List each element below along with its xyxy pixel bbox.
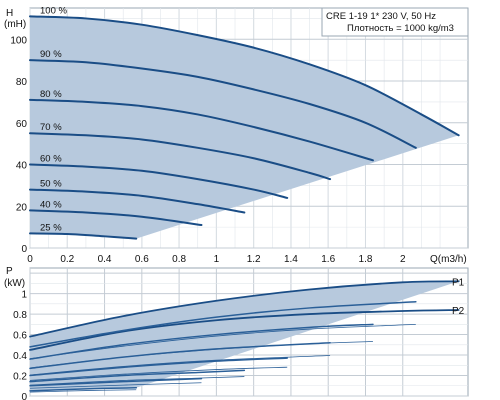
flow-tick-label: 0 — [27, 254, 33, 265]
flow-tick-label: 1.4 — [284, 254, 298, 265]
power-axis-unit: (kW) — [4, 278, 25, 289]
flow-tick-label: 0.4 — [98, 254, 112, 265]
power-curve-p2-60 — [29, 366, 288, 381]
head-curve-25 — [29, 232, 138, 240]
head-curve-labels: 100 % 90 % 80 % 70 % 60 % 50 % 40 % 25 % — [40, 5, 67, 233]
head-curve-label-25: 25 % — [40, 222, 62, 233]
power-curve-80 — [29, 323, 374, 360]
head-curves — [29, 15, 460, 240]
head-curve-panel: 100 % 90 % 80 % 70 % 60 % 50 % 40 % 25 % 0 0.2 0.… — [4, 5, 469, 265]
head-curve-70 — [29, 132, 332, 181]
power-curve-25 — [29, 387, 137, 392]
power-y-tick-labels: 0 0.2 0.4 0.6 0.8 1 — [13, 290, 27, 400]
power-tick-label: 0.6 — [13, 331, 27, 342]
head-x-tick-labels: 0 0.2 0.4 0.6 0.8 1 1.2 1.4 1.6 1.8 2 — [27, 254, 406, 265]
power-curve-50 — [29, 369, 246, 383]
info-box: CRE 1-19 1* 230 V, 50 Hz Плотность = 100… — [321, 7, 469, 37]
head-curve-label-80: 80 % — [40, 89, 62, 100]
head-axis-title: H — [6, 8, 13, 19]
power-tick-label: 1 — [21, 290, 27, 301]
power-curve-40 — [29, 377, 203, 387]
info-box-frame — [321, 7, 469, 37]
power-series-labels: P1 P2 — [452, 277, 465, 317]
power-axis-title: P — [6, 266, 13, 277]
head-axis-unit: (mH) — [4, 19, 26, 30]
flow-axis-title: Q(m3/h) — [430, 254, 467, 265]
head-tick-label: 0 — [21, 244, 27, 255]
power-operating-envelope — [30, 281, 459, 391]
flow-tick-label: 0.6 — [135, 254, 149, 265]
power-series-label-p2: P2 — [452, 306, 465, 317]
power-curve-70 — [29, 342, 331, 370]
pump-model-text: CRE 1-19 1* 230 V, 50 Hz — [326, 11, 436, 22]
power-curve-panel: P1 P2 0 0.2 0.4 0.6 0.8 1 P (kW) — [4, 266, 469, 400]
power-curve-60 — [29, 357, 288, 377]
head-curve-80 — [29, 98, 374, 162]
flow-tick-label: 0.8 — [172, 254, 186, 265]
head-curve-label-90: 90 % — [40, 49, 62, 60]
head-tick-label: 80 — [16, 77, 28, 88]
head-curve-50 — [29, 188, 246, 214]
head-curve-60 — [29, 163, 289, 199]
head-operating-envelope — [30, 16, 459, 239]
head-tick-label: 20 — [16, 202, 28, 213]
power-curve-p1 — [29, 280, 460, 338]
power-tick-label: 0.4 — [13, 351, 27, 362]
head-curve-90 — [29, 59, 417, 149]
head-curve-label-60: 60 % — [40, 154, 62, 165]
flow-tick-label: 1.6 — [321, 254, 335, 265]
head-curve-40 — [29, 209, 203, 227]
flow-tick-label: 0.2 — [60, 254, 74, 265]
head-curve-label-50: 50 % — [40, 179, 62, 190]
power-tick-label: 0.2 — [13, 372, 27, 383]
power-curves — [29, 280, 460, 393]
power-curve-90 — [29, 301, 417, 348]
power-curve-p2-25 — [29, 389, 137, 393]
head-curve-label-40: 40 % — [40, 199, 62, 210]
flow-tick-label: 1 — [214, 254, 220, 265]
flow-tick-label: 2 — [400, 254, 406, 265]
head-y-tick-labels: 0 20 40 60 80 100 — [10, 35, 27, 255]
flow-tick-label: 1.2 — [247, 254, 261, 265]
density-text: Плотность = 1000 kg/m3 — [347, 23, 454, 34]
power-curve-p2 — [29, 309, 460, 351]
head-curve-100 — [29, 15, 460, 137]
power-tick-label: 0.8 — [13, 310, 27, 321]
head-curve-label-100: 100 % — [40, 5, 67, 16]
power-curve-p2-50 — [29, 376, 245, 386]
power-series-label-p1: P1 — [452, 277, 465, 288]
head-curve-label-70: 70 % — [40, 122, 62, 133]
head-tick-label: 40 — [16, 161, 28, 172]
power-tick-label: 0 — [21, 392, 27, 400]
power-curve-p2-40 — [29, 382, 202, 389]
head-tick-label: 100 — [10, 35, 27, 46]
flow-tick-label: 1.8 — [359, 254, 373, 265]
power-curve-p2-90 — [29, 324, 416, 360]
head-tick-label: 60 — [16, 119, 28, 130]
